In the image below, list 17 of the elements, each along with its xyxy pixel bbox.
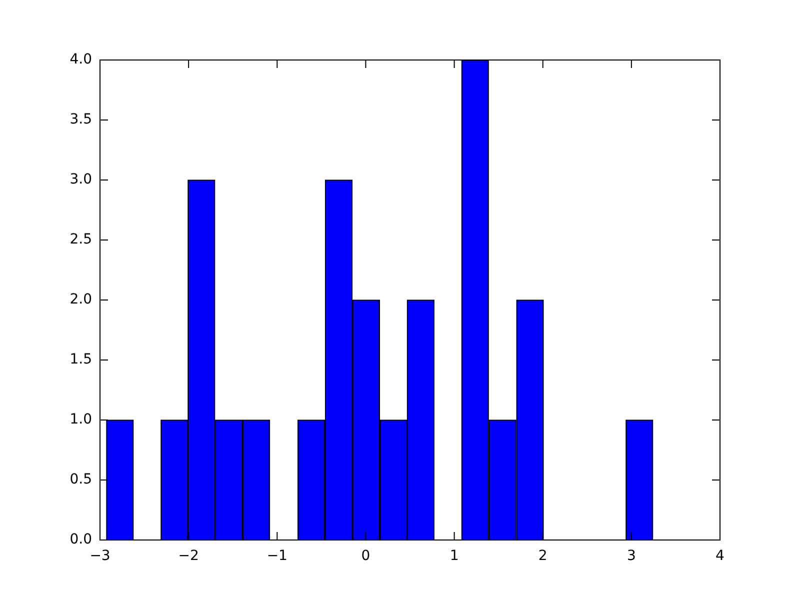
x-tick-label: 1 <box>450 548 459 564</box>
x-tick-label: −1 <box>266 548 288 564</box>
y-tick-label: 1.0 <box>70 412 92 428</box>
y-tick-label: 3.0 <box>70 172 92 188</box>
x-tick-label: 4 <box>716 548 725 564</box>
x-tick-label: 2 <box>538 548 548 564</box>
y-tick-label: 0.5 <box>70 472 92 488</box>
x-tick-label: −2 <box>178 548 199 564</box>
x-tick-label: 3 <box>626 548 636 564</box>
y-tick-label: 2.0 <box>70 292 92 308</box>
y-tick-label: 3.5 <box>70 112 92 128</box>
y-tick-label: 1.5 <box>70 352 92 368</box>
x-tick-label: −3 <box>90 548 110 564</box>
y-tick-label: 4.0 <box>70 52 92 68</box>
y-tick-label: 0.0 <box>70 532 92 548</box>
x-tick-label: 0 <box>361 548 370 564</box>
y-tick-label: 2.5 <box>70 232 92 248</box>
